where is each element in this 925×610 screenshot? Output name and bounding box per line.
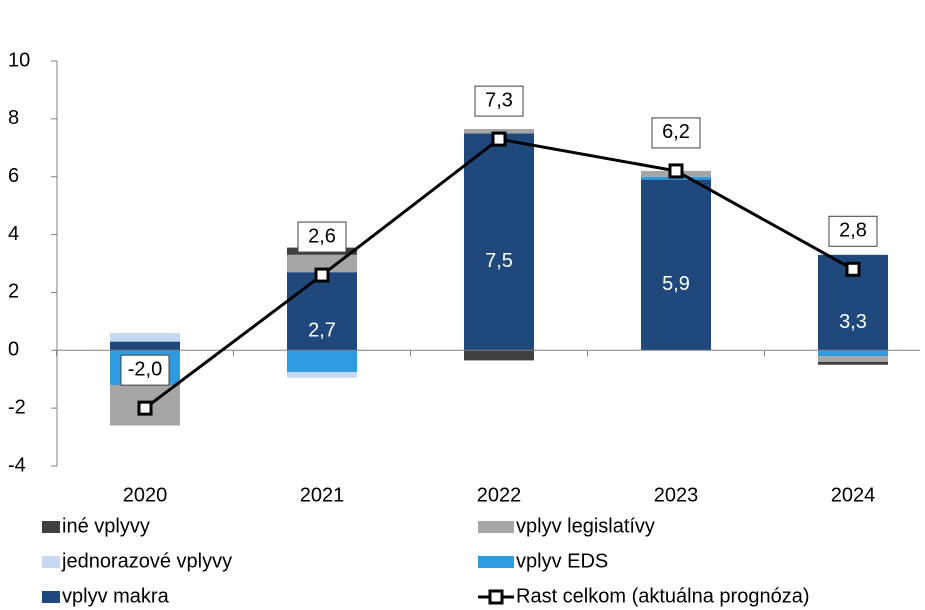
label-box	[651, 117, 701, 149]
bar-segment	[818, 350, 888, 357]
bar-segment	[287, 254, 357, 273]
x-tick-label: 2024	[831, 484, 876, 506]
y-tick-label: 8	[8, 107, 19, 129]
y-tick-label: 4	[8, 223, 19, 245]
label-box	[474, 85, 524, 117]
line-value-label: 2,8	[839, 220, 867, 242]
line-value-label: 7,3	[485, 89, 513, 111]
bar-value-label: 2,7	[308, 320, 336, 342]
y-tick-label: 6	[8, 165, 19, 187]
bar-segment	[110, 332, 180, 342]
legend-label: vplyv legislatívy	[516, 515, 655, 537]
x-tick-label: 2021	[300, 484, 345, 506]
bar-segment	[818, 356, 888, 362]
line-value-label: 6,2	[662, 121, 690, 143]
line-marker	[137, 400, 153, 416]
bar-segment	[464, 128, 534, 134]
bar-segment	[287, 371, 357, 378]
x-tick-label: 2022	[477, 484, 522, 506]
legend-swatch	[42, 591, 60, 603]
y-tick-label: -2	[8, 396, 26, 418]
legend-marker	[488, 589, 504, 605]
line-value-label: -2,0	[128, 358, 162, 380]
legend-label: Rast celkom (aktuálna prognóza)	[516, 585, 809, 607]
label-box	[297, 221, 347, 253]
legend-swatch	[42, 521, 60, 533]
bar-segment	[287, 350, 357, 372]
bar-value-label: 7,5	[485, 250, 513, 272]
bar-segment	[641, 179, 711, 351]
bar-segment	[464, 350, 534, 361]
legend-swatch	[478, 556, 514, 568]
line-marker	[668, 163, 684, 179]
y-tick-label: 2	[8, 281, 19, 303]
label-box	[120, 354, 170, 386]
legend-label: vplyv makra	[62, 585, 170, 607]
line-marker	[314, 267, 330, 283]
bar-value-label: 3,3	[839, 311, 867, 333]
line-marker	[845, 261, 861, 277]
x-tick-label: 2020	[123, 484, 168, 506]
bar-segment	[818, 361, 888, 365]
legend-swatch	[42, 556, 60, 568]
bar-segment	[464, 133, 534, 351]
line-marker	[491, 131, 507, 147]
legend-label: jednorazové vplyvy	[61, 550, 232, 572]
legend-label: iné vplyvy	[62, 515, 150, 537]
line-value-label: 2,6	[308, 225, 336, 247]
bar-segment	[287, 272, 357, 351]
bar-value-label: 5,9	[662, 273, 690, 295]
y-tick-label: 10	[8, 49, 30, 71]
y-tick-label: -4	[8, 454, 26, 476]
y-tick-label: 0	[8, 339, 19, 361]
label-box	[828, 215, 878, 247]
bar-segment	[110, 341, 180, 351]
x-tick-label: 2023	[654, 484, 699, 506]
legend-label: vplyv EDS	[516, 550, 608, 572]
legend-swatch	[478, 521, 514, 533]
